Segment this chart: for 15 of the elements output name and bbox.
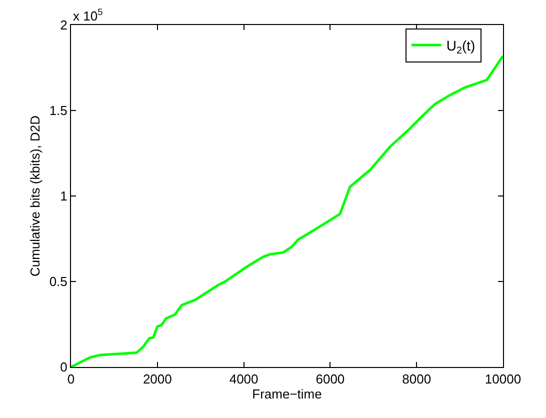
legend-label: U$_{2}$(t) [446,37,476,56]
x-axis-title: Frame−time [252,386,322,402]
text: x 10$^{5}$ [73,7,103,24]
y-tick-label: 2 [60,18,68,33]
y-axis-title: Cumulative bits (kbits), D2D [27,115,42,277]
x-tick-label: 6000 [316,372,345,387]
y-tick-label: 0.5 [49,274,68,290]
y-tick-label: 1.5 [49,103,68,118]
x-tick-label: 2000 [142,372,172,387]
x-tick-label: 4000 [229,372,258,387]
line-series [71,54,503,367]
y-tick-label: 0 [60,360,68,375]
x-tick-label: 10000 [484,372,522,387]
x-tick-label: 8000 [402,372,432,387]
y-tick-label: 1 [60,188,68,204]
